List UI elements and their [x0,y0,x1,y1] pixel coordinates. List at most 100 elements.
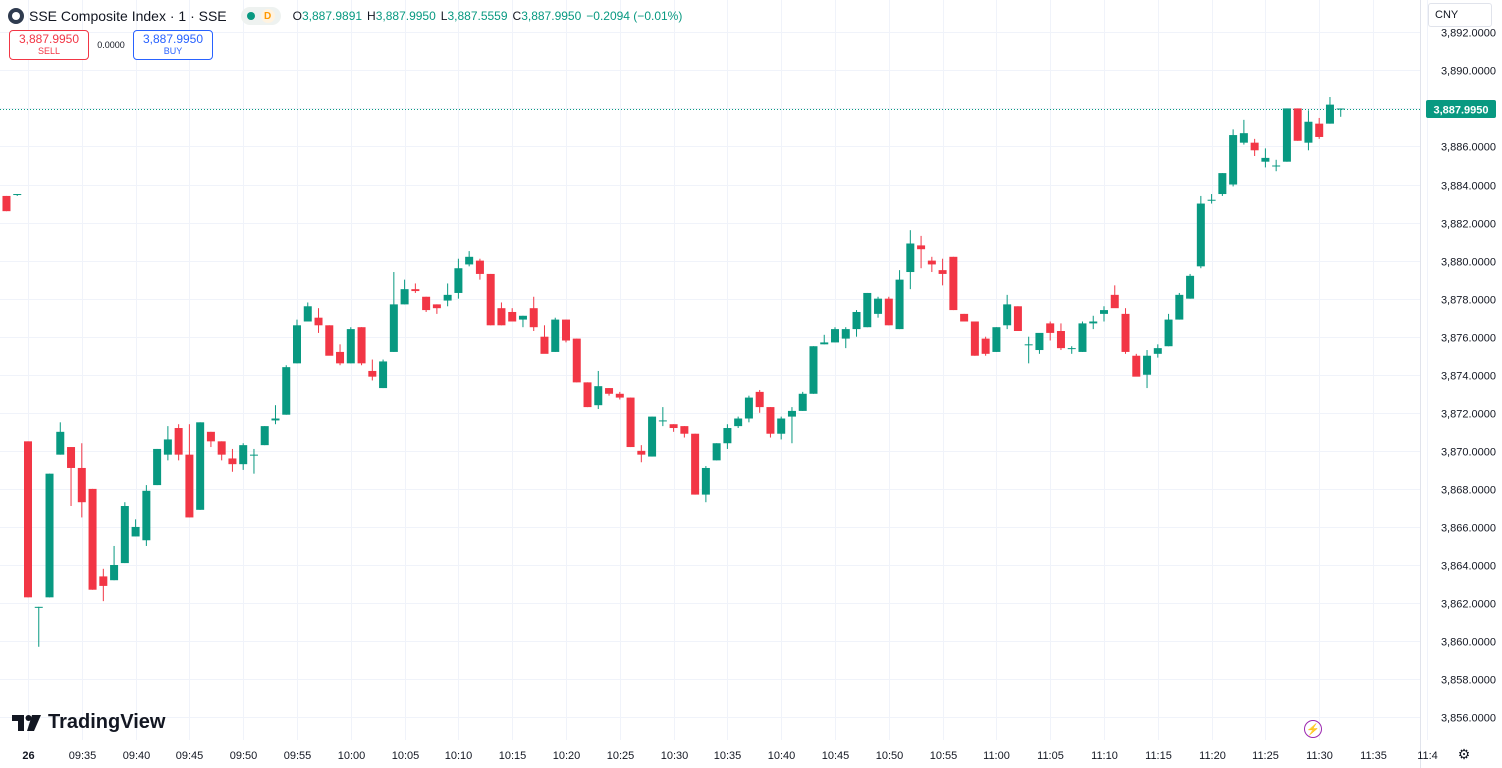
symbol-title[interactable]: SSE Composite Index · 1 · SSE [29,8,227,24]
candle [153,448,162,486]
candle-body [153,448,162,486]
candle [658,407,667,427]
close-key: C [512,9,522,23]
candle-body [389,304,398,352]
candle [1186,273,1195,299]
candle-body [658,420,667,422]
candle [508,308,517,322]
candle [787,407,796,444]
time-tick-label: 10:15 [499,750,527,762]
candle-body [357,327,366,364]
lightning-icon[interactable]: ⚡ [1304,720,1322,738]
candle-body [551,319,560,352]
time-tick-label: 26 [22,750,34,762]
candle [67,447,76,507]
candle [110,545,119,581]
candle [1282,108,1291,162]
candle-body [1003,304,1012,326]
candle [626,397,635,448]
candle [1315,117,1324,139]
candle [1272,159,1281,172]
time-axis[interactable]: 26 09:35 09:40 09:45 09:50 09:55 10:00 10:05 10:… [22,750,1437,762]
candle-body [970,321,979,356]
candle-body [1218,173,1227,195]
candle-body [562,319,570,341]
candle [1153,344,1162,358]
market-status[interactable]: D [240,7,281,25]
candle [691,433,700,495]
candle-body [432,304,441,309]
candle-body [669,424,678,429]
candle-body [239,445,248,465]
price-tick-label: 3,872.0000 [1441,409,1496,421]
candle [206,431,215,448]
candle [734,416,743,429]
candle [1304,110,1313,151]
candle [443,283,452,307]
candle-body [615,393,624,398]
candle [163,426,172,461]
candle [637,445,646,463]
buy-button[interactable]: 3,887.9950 BUY [133,30,213,60]
candle-body [927,260,936,265]
chart-header: SSE Composite Index · 1 · SSE D O3,887.9… [8,6,682,26]
candle [529,296,538,332]
candle [960,313,969,322]
candle [13,194,22,196]
price-tick-label: 3,882.0000 [1441,219,1496,231]
candle-body [917,245,926,250]
candle-body [1132,355,1141,377]
gear-icon[interactable]: ⚙ [1457,745,1471,762]
candle [841,327,850,349]
candle [497,302,506,326]
time-tick-label: 11:00 [983,750,1010,762]
chart-grid [0,0,1428,740]
candle [2,195,11,212]
candle [1035,332,1044,354]
candle-body [874,298,883,314]
price-tick-label: 3,868.0000 [1441,485,1496,497]
candle [77,443,86,518]
low-value: 3,887.5559 [447,9,508,23]
candle-body [411,289,420,292]
price-tick-label: 3,866.0000 [1441,523,1496,535]
candle-body [701,467,710,495]
candle [34,606,43,647]
candle [744,395,753,423]
time-tick-label: 11:15 [1145,750,1172,762]
candle-body [185,454,194,518]
candle [1325,97,1334,124]
candle [1336,108,1345,117]
candle [518,315,527,328]
candle-body [518,315,527,320]
candle [249,448,258,474]
candle-body [77,467,86,503]
candle-body [88,488,97,590]
candle [755,389,764,413]
candle-body [1196,203,1205,267]
sell-button[interactable]: 3,887.9950 SELL [9,30,89,60]
last-price-tag: 3,887.9950 [1426,100,1496,118]
candle-body [1110,294,1119,309]
candle [1218,173,1227,196]
price-axis[interactable]: 3,856.0000 3,858.0000 3,860.0000 3,862.0000… [1441,28,1496,725]
candle [1293,108,1302,141]
candle [906,230,915,290]
currency-selector[interactable]: CNY [1428,3,1492,27]
candle-body [852,311,861,330]
candle [1207,194,1216,204]
candle-body [379,361,388,389]
candle [1024,336,1033,364]
candle-body [734,418,743,427]
price-tick-label: 3,892.0000 [1441,28,1496,40]
tradingview-brand[interactable]: TradingView [12,711,165,734]
candle-body [1282,108,1291,162]
candle-body [1304,121,1313,143]
candle-body [1121,313,1130,352]
candle [777,416,786,440]
candle [142,485,151,546]
candle-body [820,342,829,345]
candle [99,568,108,602]
price-tick-label: 3,890.0000 [1441,66,1496,78]
